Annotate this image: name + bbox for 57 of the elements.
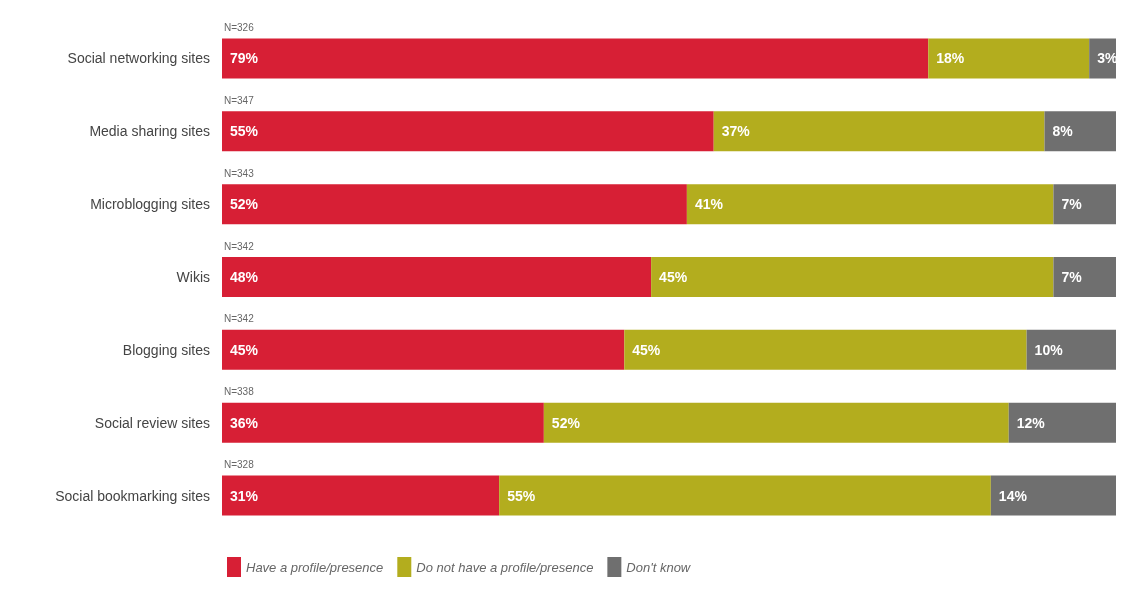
y-tick-label: Social review sites <box>94 414 210 431</box>
bar <box>713 111 1045 152</box>
y-tick-label: Media sharing sites <box>89 123 210 140</box>
data-label: 7% <box>1061 269 1083 285</box>
annotation: N=347 <box>224 94 255 106</box>
data-label: 45% <box>632 341 661 358</box>
data-label: 37% <box>721 123 751 140</box>
bar <box>543 402 1009 443</box>
legend-label: Don't know <box>626 559 692 575</box>
bar <box>1026 329 1116 370</box>
y-tick-label: Social networking sites <box>67 50 210 67</box>
data-label: 18% <box>936 50 965 67</box>
annotation: N=338 <box>224 386 255 398</box>
data-label: 45% <box>659 269 688 285</box>
bar <box>1053 257 1116 297</box>
y-tick-label: Microblogging sites <box>90 196 210 213</box>
data-label: 52% <box>551 414 581 431</box>
y-tick-label: Wikis <box>176 269 210 285</box>
annotation: N=342 <box>224 240 255 252</box>
bar <box>222 184 687 225</box>
data-label: 8% <box>1052 123 1074 140</box>
data-label: 52% <box>230 196 259 213</box>
bar <box>1008 402 1116 443</box>
data-label: 48% <box>230 269 259 285</box>
data-label: 55% <box>230 123 259 140</box>
data-label: 10% <box>1034 341 1064 358</box>
data-label: 12% <box>1016 414 1046 431</box>
data-label: 41% <box>694 196 724 213</box>
annotation: N=328 <box>224 459 255 471</box>
bar <box>928 38 1090 79</box>
annotation: N=326 <box>224 21 255 33</box>
bar <box>499 475 991 516</box>
data-label: 45% <box>230 341 259 358</box>
bar <box>1044 111 1116 152</box>
data-label: 31% <box>230 487 259 504</box>
bar <box>222 111 714 152</box>
annotation: N=343 <box>224 167 255 179</box>
bar <box>651 257 1054 297</box>
bar <box>1053 184 1116 225</box>
legend-label: Do not have a profile/presence <box>416 559 594 575</box>
bar <box>222 329 625 370</box>
data-label: 14% <box>998 487 1028 504</box>
y-tick-label: Social bookmarking sites <box>55 487 210 504</box>
data-label: 36% <box>230 414 259 431</box>
bar <box>686 184 1054 225</box>
y-tick-label: Blogging sites <box>122 341 210 358</box>
annotation: N=342 <box>224 313 255 325</box>
bar <box>624 329 1027 370</box>
bar <box>222 402 544 443</box>
bar <box>222 38 929 79</box>
bar <box>222 475 500 516</box>
bar <box>990 475 1116 516</box>
data-label: 7% <box>1061 196 1083 213</box>
bar <box>222 257 652 297</box>
data-label: 55% <box>507 487 536 504</box>
legend-label: Have a profile/presence <box>246 559 384 575</box>
data-label: 79% <box>230 50 259 67</box>
